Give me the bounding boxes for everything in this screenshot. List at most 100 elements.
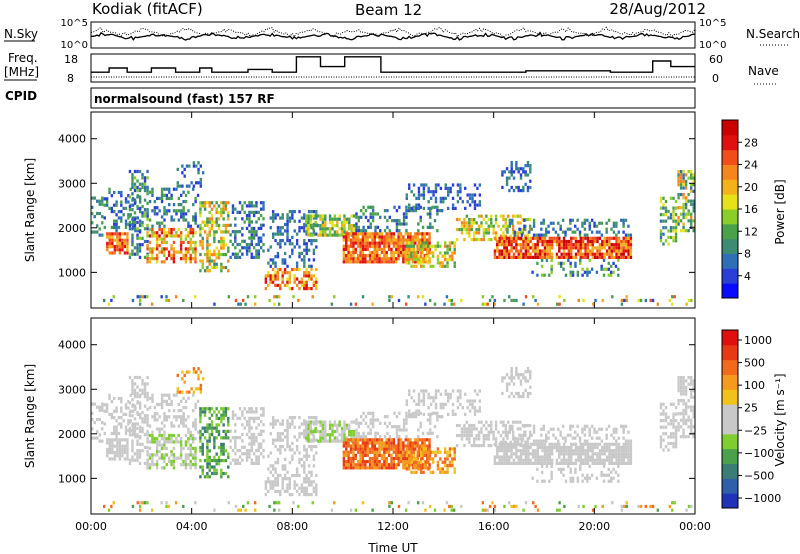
- power-cell: [505, 243, 508, 247]
- power-cell: [371, 235, 374, 239]
- power-cell: [345, 238, 348, 242]
- velocity-cell: [241, 413, 244, 417]
- velocity-cell: [414, 466, 417, 470]
- power-cell: [627, 233, 630, 237]
- power-cell: [206, 223, 209, 228]
- power-cell: [274, 264, 277, 268]
- velocity-cell: [213, 468, 216, 472]
- power-cell: [213, 259, 216, 263]
- power-cell: [424, 302, 427, 306]
- velocity-cell: [356, 463, 360, 467]
- power-cell: [222, 223, 225, 228]
- velocity-cell: [500, 442, 504, 446]
- velocity-cell: [603, 452, 606, 456]
- power-cell: [498, 252, 501, 256]
- power-cell: [591, 255, 594, 259]
- power-cell: [96, 211, 99, 216]
- power-cell: [505, 182, 509, 186]
- velocity-cell: [227, 436, 230, 440]
- power-cell: [170, 218, 173, 222]
- velocity-cell: [500, 455, 504, 459]
- power-cell: [364, 229, 368, 233]
- velocity-cell: [315, 473, 318, 478]
- power-cell: [275, 295, 278, 299]
- power-cell: [315, 216, 318, 220]
- velocity-cell: [197, 367, 200, 371]
- power-cell: [255, 220, 258, 224]
- colorbar-tick-label: 24: [744, 159, 758, 172]
- velocity-cell: [434, 389, 438, 393]
- velocity-cell: [387, 453, 391, 457]
- velocity-cell: [427, 450, 430, 454]
- velocity-cell: [624, 461, 628, 465]
- velocity-cell: [366, 444, 369, 448]
- velocity-cell: [250, 407, 253, 411]
- velocity-cell: [390, 438, 393, 442]
- velocity-cell: [574, 458, 578, 462]
- power-cell: [439, 196, 443, 200]
- power-cell: [589, 249, 592, 253]
- power-cell: [380, 257, 384, 261]
- power-cell: [408, 183, 411, 187]
- velocity-cell: [374, 431, 377, 435]
- velocity-cell: [537, 439, 541, 443]
- power-cell: [293, 245, 296, 249]
- power-cell: [243, 246, 246, 250]
- power-cell: [310, 286, 313, 291]
- velocity-cell: [480, 427, 483, 431]
- power-cell: [143, 188, 147, 193]
- power-cell: [402, 219, 406, 223]
- power-cell: [128, 169, 132, 174]
- power-cell: [577, 252, 580, 256]
- power-cell: [510, 160, 513, 165]
- power-cell: [124, 225, 128, 230]
- power-cell: [399, 247, 403, 251]
- power-cell: [620, 246, 623, 250]
- power-cell: [390, 238, 393, 242]
- power-cell: [271, 258, 275, 262]
- velocity-cell: [319, 433, 322, 437]
- power-cell: [194, 212, 197, 216]
- velocity-cell: [293, 416, 296, 420]
- power-cell: [374, 225, 377, 229]
- power-cell: [345, 260, 348, 264]
- power-cell: [612, 236, 616, 240]
- power-cell: [406, 238, 410, 242]
- power-cell: [146, 253, 149, 257]
- power-cell: [220, 201, 223, 205]
- velocity-cell: [395, 466, 398, 470]
- power-cell: [532, 221, 536, 225]
- power-cell: [373, 250, 377, 255]
- power-cell: [194, 244, 197, 248]
- velocity-cell: [210, 423, 214, 427]
- power-cell: [476, 186, 479, 190]
- velocity-cell: [421, 456, 424, 461]
- power-cell: [472, 221, 476, 225]
- velocity-cell: [453, 457, 456, 461]
- noise-sky-line: [91, 31, 696, 41]
- power-cell: [179, 247, 183, 251]
- velocity-cell: [449, 396, 452, 400]
- velocity-cell: [583, 427, 587, 431]
- velocity-cell: [361, 463, 365, 467]
- power-cell: [168, 209, 171, 213]
- velocity-cell: [257, 448, 261, 453]
- power-cell: [347, 238, 350, 242]
- velocity-cell: [148, 433, 152, 438]
- power-cell: [608, 252, 611, 256]
- power-cell: [605, 221, 608, 225]
- velocity-cell: [565, 458, 568, 462]
- velocity-cell: [402, 425, 406, 429]
- velocity-cell: [111, 444, 114, 448]
- velocity-cell: [111, 441, 114, 445]
- velocity-cell: [397, 460, 400, 464]
- power-cell: [546, 255, 549, 259]
- velocity-cell: [383, 444, 386, 448]
- power-cell: [510, 243, 513, 247]
- power-cell: [371, 238, 374, 242]
- power-cell: [168, 190, 171, 194]
- power-cell: [405, 241, 408, 245]
- power-cell: [402, 254, 405, 258]
- velocity-cell: [199, 465, 202, 469]
- velocity-cell: [374, 435, 377, 439]
